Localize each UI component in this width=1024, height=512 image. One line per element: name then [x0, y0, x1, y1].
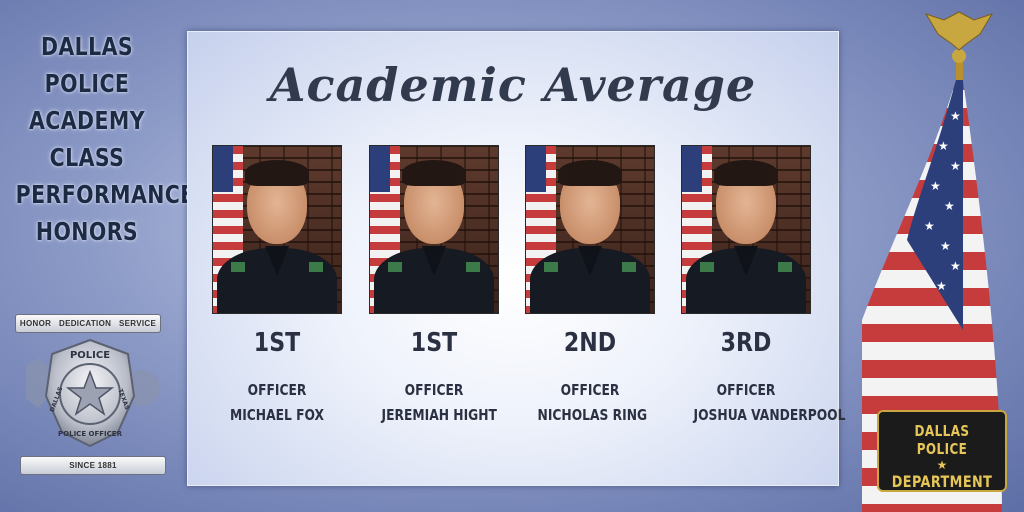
svg-text:★: ★: [940, 239, 951, 253]
american-flag: ★★★ ★★★ ★★★: [862, 11, 1002, 512]
panel-title: Academic Average: [269, 58, 757, 112]
officer-title: OFFICER: [247, 381, 307, 399]
officer-title: OFFICER: [716, 381, 776, 399]
dept-line2: DEPARTMENT: [891, 472, 993, 491]
officer-card: 2ND OFFICER NICHOLAS RING: [526, 146, 654, 428]
svg-text:★: ★: [936, 279, 947, 293]
svg-text:★: ★: [950, 259, 961, 273]
honors-panel: Academic Average 1ST OFFICER MICHAEL FOX…: [187, 31, 846, 486]
since-text: SINCE 1881: [69, 461, 117, 470]
officer-name: NICHOLAS RING: [537, 406, 648, 424]
officer-name: MICHAEL FOX: [229, 406, 325, 424]
officer-rank: 1ST: [410, 328, 458, 358]
since-ribbon: SINCE 1881: [20, 456, 166, 475]
officer-card: 1ST OFFICER JEREMIAH HIGHT: [370, 146, 498, 428]
officer-photo: [526, 146, 654, 313]
title-line: HONORS: [35, 217, 139, 246]
officer-title: OFFICER: [560, 381, 620, 399]
police-badges-emblem: POLICE DALLAS TEXAS POLICE OFFICER: [26, 338, 160, 448]
svg-text:★: ★: [930, 179, 941, 193]
title-line: CLASS: [49, 143, 125, 172]
motto-word: DEDICATION: [59, 319, 112, 328]
sidebar-title: DALLAS POLICE ACADEMY CLASS PERFORMANCE …: [15, 28, 195, 250]
officer-photo: [682, 146, 810, 313]
officer-name: JEREMIAH HIGHT: [381, 406, 497, 424]
svg-text:★: ★: [944, 199, 955, 213]
star-icon: ★: [936, 458, 948, 472]
title-line: ACADEMY: [29, 106, 145, 135]
badge-bottom-text: POLICE OFFICER: [58, 430, 123, 438]
motto-ribbon: HONOR DEDICATION SERVICE: [15, 314, 161, 333]
badge-top-text: POLICE: [70, 350, 110, 361]
motto-word: SERVICE: [119, 319, 157, 328]
department-badge: DALLAS POLICE ★ DEPARTMENT: [877, 410, 1007, 492]
officer-name: JOSHUA VANDERPOOL: [693, 406, 846, 424]
officer-photo: [213, 146, 341, 313]
title-line: PERFORMANCE: [15, 180, 195, 209]
eagle-icon: [924, 11, 994, 63]
title-line: POLICE: [44, 69, 130, 98]
svg-text:★: ★: [950, 109, 961, 123]
officer-photo: [370, 146, 498, 313]
svg-text:★: ★: [924, 219, 935, 233]
svg-text:★: ★: [950, 159, 961, 173]
officer-rank: 3RD: [720, 328, 772, 358]
svg-text:★: ★: [938, 139, 949, 153]
officer-card: 3RD OFFICER JOSHUA VANDERPOOL: [682, 146, 846, 428]
officer-title: OFFICER: [404, 381, 464, 399]
officer-rank: 2ND: [563, 328, 617, 358]
dept-line1: DALLAS POLICE: [914, 422, 970, 458]
title-line: DALLAS: [40, 32, 134, 61]
officer-rank: 1ST: [253, 328, 301, 358]
motto-word: HONOR: [19, 319, 52, 328]
officer-card: 1ST OFFICER MICHAEL FOX: [213, 146, 341, 428]
